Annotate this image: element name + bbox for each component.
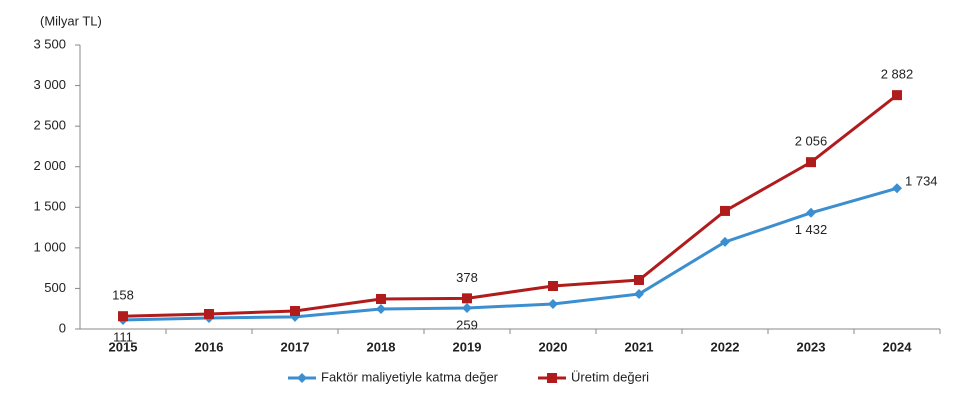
x-tick-label: 2022 bbox=[711, 339, 740, 354]
marker bbox=[118, 311, 128, 322]
series-line bbox=[122, 186, 898, 322]
value-label: 1 432 bbox=[795, 222, 828, 237]
legend-label: Faktör maliyetiyle katma değer bbox=[321, 369, 499, 384]
y-tick-label: 1 000 bbox=[33, 239, 66, 254]
y-tick-label: 3 500 bbox=[33, 36, 66, 51]
marker bbox=[548, 280, 558, 291]
x-tick-label: 2024 bbox=[883, 339, 913, 354]
marker bbox=[720, 236, 730, 247]
value-label: 2 056 bbox=[795, 134, 828, 149]
x-tick-label: 2021 bbox=[625, 339, 654, 354]
value-label: 378 bbox=[456, 270, 478, 285]
marker bbox=[806, 207, 816, 218]
x-tick-label: 2020 bbox=[539, 339, 568, 354]
marker bbox=[634, 274, 644, 285]
marker bbox=[806, 157, 816, 168]
value-label: 1 734 bbox=[905, 174, 938, 189]
x-tick-label: 2017 bbox=[281, 339, 310, 354]
marker bbox=[548, 299, 558, 310]
marker bbox=[376, 303, 386, 314]
y-tick-label: 3 000 bbox=[33, 77, 66, 92]
y-tick-label: 2 000 bbox=[33, 158, 66, 173]
legend-marker bbox=[547, 373, 558, 383]
value-label: 2 882 bbox=[881, 67, 914, 82]
value-label: 259 bbox=[456, 317, 478, 332]
marker bbox=[892, 90, 902, 101]
y-tick-label: 500 bbox=[44, 280, 66, 295]
marker bbox=[376, 293, 386, 304]
marker bbox=[720, 205, 730, 216]
x-tick-label: 2019 bbox=[453, 339, 482, 354]
series-line bbox=[122, 93, 898, 318]
marker bbox=[892, 183, 902, 194]
marker bbox=[204, 308, 214, 319]
value-label: 158 bbox=[112, 288, 134, 303]
legend: Faktör maliyetiyle katma değer Üretim değ… bbox=[288, 369, 649, 384]
marker bbox=[634, 289, 644, 300]
x-tick-label: 2023 bbox=[797, 339, 826, 354]
x-tick-label: 2018 bbox=[367, 339, 396, 354]
marker bbox=[290, 305, 300, 316]
legend-label: Üretim değeri bbox=[571, 369, 649, 384]
y-tick-label: 1 500 bbox=[33, 199, 66, 214]
x-tick-label: 2016 bbox=[195, 339, 224, 354]
y-tick-label: 0 bbox=[59, 320, 66, 335]
y-axis-label: (Milyar TL) bbox=[40, 13, 102, 28]
legend-marker bbox=[297, 373, 307, 383]
value-label: 111 bbox=[113, 329, 133, 344]
marker bbox=[462, 302, 472, 313]
marker bbox=[462, 293, 472, 304]
x-tick-label: 2015 bbox=[109, 339, 138, 354]
y-tick-label: 2 500 bbox=[33, 118, 66, 133]
